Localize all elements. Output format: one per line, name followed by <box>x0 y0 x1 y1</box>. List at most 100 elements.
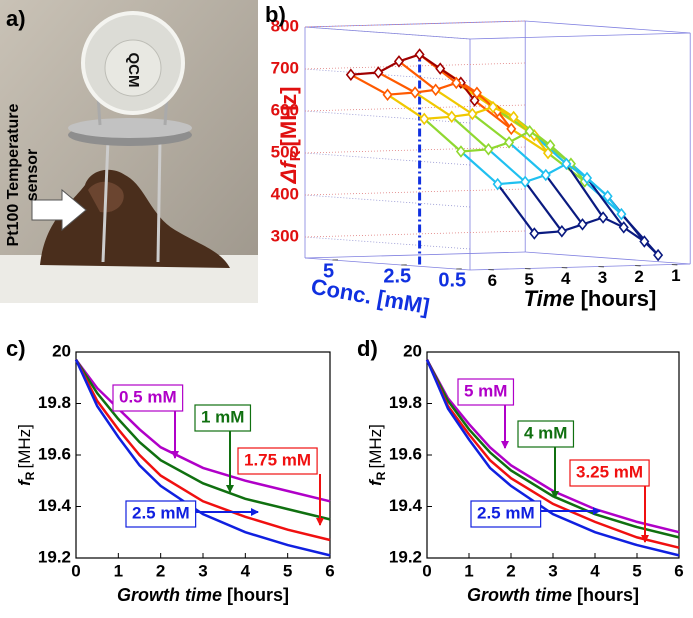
label-box <box>194 404 252 432</box>
x-tick-label: 3 <box>198 561 207 580</box>
grid-line <box>304 104 526 112</box>
x-label-italic: Growth time <box>117 585 222 605</box>
mesh-line <box>508 141 547 176</box>
series-line <box>74 359 331 557</box>
data-point <box>598 211 609 224</box>
data-point <box>529 227 540 240</box>
data-point <box>556 225 567 238</box>
label-box <box>112 384 184 412</box>
x-tick-label: 3 <box>548 561 557 580</box>
conc-tick-label: 5 <box>323 260 334 282</box>
data-point <box>451 76 462 90</box>
x-tick-label: 1 <box>464 561 473 580</box>
data-point <box>373 66 384 79</box>
grid-line <box>304 236 471 250</box>
y-tick-label: 19.8 <box>38 393 71 412</box>
mesh-line <box>524 181 563 232</box>
x-tick-label: 0 <box>422 561 431 580</box>
time-tick-label: 4 <box>561 269 571 288</box>
x-tick-label: 0 <box>71 561 80 580</box>
y-axis-label: fR [MHz] <box>15 424 37 486</box>
data-point <box>653 248 664 262</box>
panel-label: a) <box>6 6 26 31</box>
series-label: 1.75 mM <box>244 450 311 469</box>
grid-line <box>304 110 471 124</box>
x-axis-label: Growth time [hours] <box>117 585 289 605</box>
box-edge <box>304 251 526 259</box>
z-label-unit: [MHz] <box>276 87 301 147</box>
z-tick-label: 500 <box>271 142 299 161</box>
mesh-line <box>435 88 473 115</box>
panel-label: b) <box>265 2 286 27</box>
data-point <box>382 88 393 101</box>
x-tick-label: 4 <box>590 561 600 580</box>
data-point <box>414 48 425 61</box>
grid-line <box>304 20 526 28</box>
data-point <box>602 190 613 203</box>
mesh-line <box>350 73 389 96</box>
data-point <box>492 177 503 191</box>
y-tick-label: 19.4 <box>38 496 72 515</box>
time-tick-label: 3 <box>598 268 607 287</box>
data-point <box>455 145 466 158</box>
y-tick-label: 19.6 <box>389 444 422 463</box>
x-tick-label: 5 <box>632 561 641 580</box>
y-axis-label: fR [MHz] <box>366 424 388 486</box>
grid-line <box>304 68 471 82</box>
y-tick-label: 19.2 <box>38 547 71 566</box>
label-box <box>457 378 515 406</box>
mesh-line <box>451 115 490 151</box>
grid-line <box>304 62 526 70</box>
time-axis-label: Time [hours] <box>524 286 657 311</box>
data-point <box>446 110 457 123</box>
y-label-symbol: f <box>15 478 34 486</box>
label-box <box>569 459 650 487</box>
z-tick-label: 400 <box>271 184 299 203</box>
panel-label: c) <box>6 336 26 361</box>
x-tick-label: 2 <box>506 561 515 580</box>
label-box <box>517 420 575 448</box>
y-label-symbol: f <box>366 478 385 486</box>
box-edge <box>469 32 691 40</box>
mesh-line <box>473 99 512 130</box>
conc-tick-label: 0.5 <box>438 269 466 291</box>
series-label: 1 mM <box>201 407 244 426</box>
mesh-line <box>586 177 625 229</box>
data-point <box>483 143 494 156</box>
x-tick-label: 6 <box>674 561 683 580</box>
time-label-italic: Time <box>524 286 575 311</box>
mesh-line <box>471 113 510 144</box>
mesh-line <box>565 163 605 219</box>
z-tick-label: 300 <box>271 226 299 245</box>
mesh-line <box>423 118 462 153</box>
series-label: 0.5 mM <box>119 387 177 406</box>
x-axis-label: Growth time [hours] <box>467 585 639 605</box>
x-tick-label: 2 <box>156 561 165 580</box>
mesh-line <box>386 93 425 120</box>
mesh-line <box>460 150 499 185</box>
photo <box>0 0 258 303</box>
time-tick-label: 5 <box>524 270 533 289</box>
y-label-unit: [MHz] <box>366 424 385 468</box>
data-point <box>545 139 556 152</box>
series-line <box>497 162 623 215</box>
data-point <box>430 83 441 97</box>
series-line <box>460 130 586 183</box>
z-label-symbol: Δf <box>276 159 301 185</box>
y-tick-label: 20 <box>403 341 422 360</box>
x-label-unit: [hours] <box>577 585 639 605</box>
series-label: 4 mM <box>524 423 567 442</box>
conc-tick-label: 2.5 <box>383 265 411 287</box>
y-tick-label: 19.4 <box>389 496 423 515</box>
sensor-label: Pt100 Temperature <box>5 103 22 246</box>
series-label: 2.5 mM <box>477 503 535 522</box>
y-tick-label: 20 <box>52 341 71 360</box>
x-tick-label: 4 <box>241 561 251 580</box>
z-axis-label: ΔfR [MHz] <box>276 87 304 185</box>
label-box <box>125 500 197 528</box>
data-point <box>508 110 519 124</box>
data-point <box>616 207 627 221</box>
y-label-unit: [MHz] <box>15 424 34 468</box>
data-point <box>540 168 551 182</box>
